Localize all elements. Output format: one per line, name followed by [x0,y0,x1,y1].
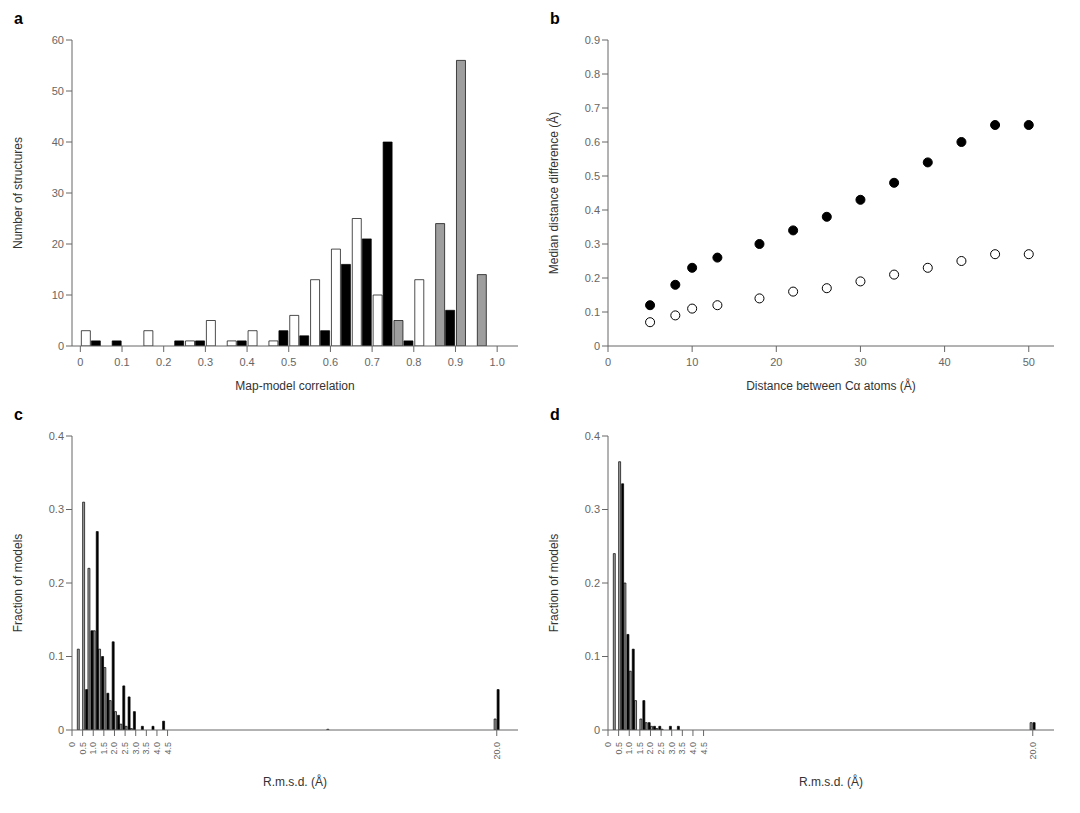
svg-text:Fraction of models: Fraction of models [547,534,561,633]
svg-text:4.0: 4.0 [688,742,698,755]
svg-text:1.0: 1.0 [490,356,505,368]
svg-text:0.8: 0.8 [406,356,421,368]
svg-text:Median distance difference (Å): Median distance difference (Å) [546,112,561,275]
svg-text:20.0: 20.0 [1028,742,1038,760]
svg-text:3.5: 3.5 [141,742,151,755]
svg-text:0: 0 [58,340,64,352]
svg-text:0.1: 0.1 [585,306,600,318]
svg-text:3.5: 3.5 [677,742,687,755]
svg-text:R.m.s.d. (Å): R.m.s.d. (Å) [263,774,327,789]
svg-text:20: 20 [52,238,64,250]
svg-text:2.5: 2.5 [656,742,666,755]
svg-text:0.3: 0.3 [49,503,64,515]
svg-text:0.4: 0.4 [49,430,64,442]
svg-text:0.6: 0.6 [323,356,338,368]
svg-text:0.9: 0.9 [448,356,463,368]
svg-text:0.7: 0.7 [585,102,600,114]
svg-text:40: 40 [938,356,950,368]
svg-text:20.0: 20.0 [492,742,502,760]
html-text:b: b [550,10,560,27]
svg-text:0.3: 0.3 [585,503,600,515]
svg-text:0.2: 0.2 [585,577,600,589]
svg-text:0: 0 [58,724,64,736]
svg-text:30: 30 [52,187,64,199]
svg-text:1.5: 1.5 [99,742,109,755]
svg-text:3.0: 3.0 [667,742,677,755]
svg-text:0.2: 0.2 [156,356,171,368]
svg-text:0: 0 [67,742,77,747]
svg-text:0.1: 0.1 [114,356,129,368]
html-text:c: c [14,406,23,423]
svg-text:R.m.s.d. (Å): R.m.s.d. (Å) [799,774,863,789]
svg-text:0.2: 0.2 [585,272,600,284]
svg-text:0.5: 0.5 [78,742,88,755]
svg-text:2.5: 2.5 [120,742,130,755]
svg-text:0.4: 0.4 [585,430,600,442]
svg-text:2.0: 2.0 [645,742,655,755]
svg-text:0: 0 [594,724,600,736]
svg-text:0.6: 0.6 [585,136,600,148]
svg-text:20: 20 [770,356,782,368]
svg-text:10: 10 [52,289,64,301]
svg-text:1.5: 1.5 [635,742,645,755]
svg-text:50: 50 [1023,356,1035,368]
svg-text:2.0: 2.0 [109,742,119,755]
svg-text:0.1: 0.1 [585,650,600,662]
svg-text:0.4: 0.4 [585,204,600,216]
html-text:a: a [14,10,23,27]
svg-text:Fraction of models: Fraction of models [11,534,25,633]
svg-text:50: 50 [52,85,64,97]
svg-text:0.5: 0.5 [281,356,296,368]
svg-text:Map-model correlation: Map-model correlation [235,379,354,393]
svg-text:0.1: 0.1 [49,650,64,662]
svg-text:0.3: 0.3 [198,356,213,368]
svg-text:60: 60 [52,34,64,46]
svg-text:0.7: 0.7 [364,356,379,368]
svg-text:0: 0 [77,356,83,368]
svg-text:4.5: 4.5 [163,742,173,755]
svg-text:0: 0 [603,742,613,747]
svg-text:10: 10 [686,356,698,368]
svg-text:0: 0 [594,340,600,352]
svg-text:Distance between Cα atoms (Å): Distance between Cα atoms (Å) [746,378,916,393]
svg-text:0.4: 0.4 [239,356,254,368]
svg-text:30: 30 [854,356,866,368]
svg-text:0.3: 0.3 [585,238,600,250]
svg-text:4.5: 4.5 [699,742,709,755]
svg-text:3.0: 3.0 [131,742,141,755]
html-text:d: d [550,406,560,423]
svg-text:0.8: 0.8 [585,68,600,80]
svg-text:1.0: 1.0 [624,742,634,755]
svg-text:40: 40 [52,136,64,148]
svg-text:0: 0 [605,356,611,368]
svg-text:0.5: 0.5 [585,170,600,182]
svg-text:1.0: 1.0 [88,742,98,755]
svg-text:0.9: 0.9 [585,34,600,46]
svg-text:0.5: 0.5 [614,742,624,755]
svg-text:Number of structures: Number of structures [11,137,25,249]
svg-text:4.0: 4.0 [152,742,162,755]
svg-text:0.2: 0.2 [49,577,64,589]
